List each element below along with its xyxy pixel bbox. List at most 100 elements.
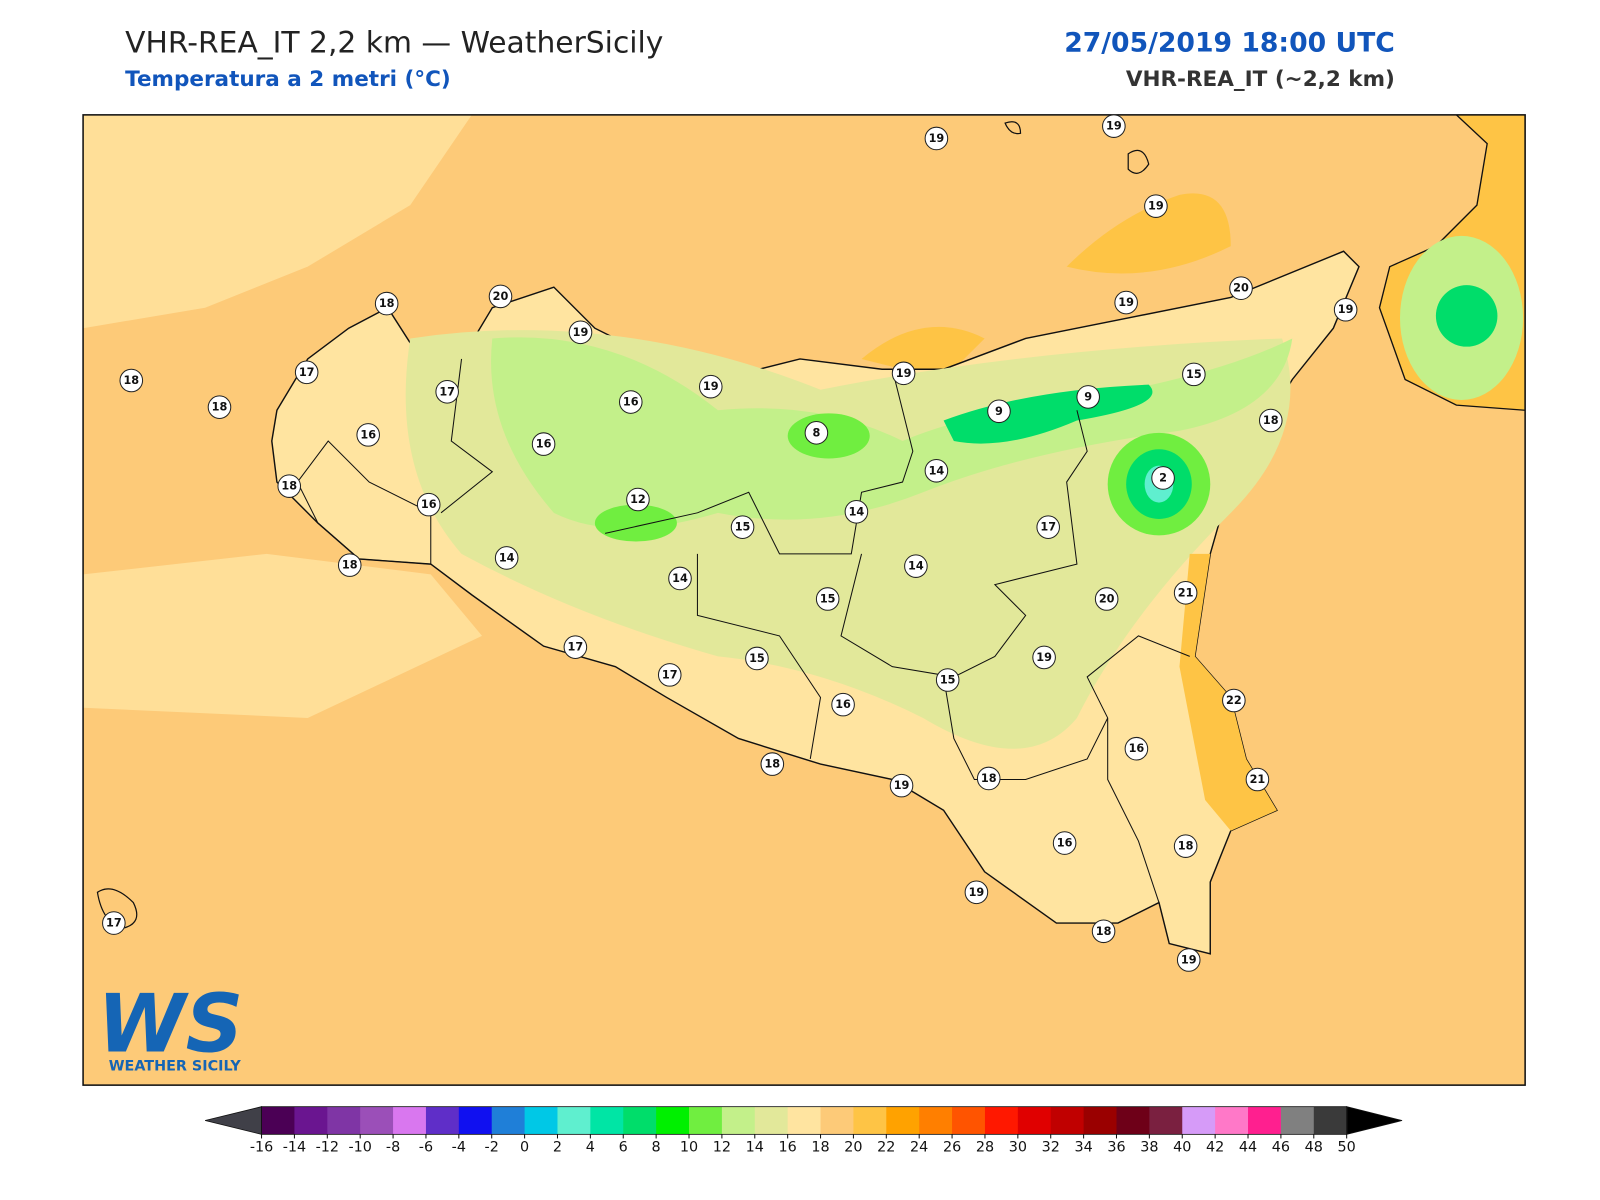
colorbar-tick-label: -16 [250,1140,273,1156]
station-marker [374,291,399,316]
station: 14 [844,500,869,524]
station-marker [889,773,914,798]
station-marker [1229,276,1253,300]
cool-zone [491,337,1293,529]
station: 17 [657,663,682,687]
station: 20 [1094,587,1119,611]
station-marker [207,395,232,419]
map-area: 19 19 19 20 19 19 15 18 9 9 19 8 19 16 19 20 18 17 17 18 18 1… [82,114,1526,1086]
station-marker [964,880,989,905]
logo: WS WEATHER SICILY [97,977,243,1074]
colorbar-tick-label: 44 [1239,1140,1257,1156]
colorbar-tick-label: 32 [1042,1140,1060,1156]
colorbar-tick-label: -6 [419,1140,433,1156]
station: 19 [1333,297,1358,322]
station: 17 [1036,515,1060,539]
station-marker [730,515,755,539]
station-marker [1114,290,1138,315]
colorbar-tick-label: 40 [1173,1140,1191,1156]
colorbar-tick-label: 26 [943,1140,961,1156]
province-border [440,358,1190,903]
colorbar-tick-label: -8 [386,1140,400,1156]
station: 19 [891,361,916,386]
station-value: 16 [360,428,376,441]
colorbar-swatch [754,1106,789,1135]
station-marker [1176,948,1201,972]
station-value: 17 [299,366,315,379]
colorbar-swatch [491,1106,526,1135]
station-marker [831,692,855,717]
colorbar-swatch [689,1106,723,1135]
colorbar-swatch [393,1106,427,1135]
station-marker [804,421,829,445]
colorbar-tick-label: 24 [910,1140,928,1156]
station-value: 16 [536,438,552,451]
station: 15 [935,668,960,692]
colorbar-swatch [1182,1106,1216,1135]
station: 19 [1114,290,1138,315]
station-marker [568,320,593,345]
warm-zone [1066,193,1231,274]
colorbar-swatch [327,1106,361,1135]
station-marker [1076,385,1100,409]
station: 18 [1258,408,1283,433]
colorbar-tick-label: 8 [652,1140,661,1156]
station: 21 [1173,581,1198,605]
station-marker [416,492,441,517]
station-value: 20 [1099,592,1115,605]
subtitle: Temperatura a 2 metri (°C) [125,67,451,92]
station: 19 [964,880,989,905]
colorbar-swatch [1017,1106,1052,1135]
station-value: 17 [1040,521,1056,534]
colorbar-swatch [721,1106,756,1135]
station-value: 17 [568,641,584,654]
station-marker [668,566,692,591]
station-value: 18 [1263,414,1279,427]
station: 19 [698,374,723,399]
station: 17 [294,360,319,385]
station-marker [1151,466,1175,490]
colorbar-tick-label: 34 [1074,1140,1092,1156]
colorbar-swatch [1215,1106,1249,1135]
colorbar-swatch [458,1106,493,1135]
station: 19 [1032,645,1056,670]
colorbar-swatch [984,1106,1019,1135]
logo-mark: WS [97,977,243,1070]
station-marker [1052,831,1077,855]
colorbar-tick-label: 50 [1338,1140,1356,1156]
station: 18 [337,553,362,577]
colorbar-swatch [1313,1106,1348,1135]
station: 14 [904,554,928,578]
station: 15 [745,646,769,671]
colorbar-swatch [1149,1106,1183,1135]
colorbar-tick-label: 10 [680,1140,698,1156]
station-value: 19 [703,380,719,393]
station-value: 9 [995,405,1003,418]
colorbar-swatch [1116,1106,1150,1135]
station-value: 15 [820,592,836,605]
map-frame [82,114,1526,1086]
station: 19 [1144,194,1168,218]
station: 9 [987,399,1011,424]
station-value: 15 [749,652,765,665]
colorbar-tick-label: -12 [316,1140,339,1156]
logo-name: WEATHER SICILY [109,1059,242,1075]
colorbar-swatch [820,1106,854,1135]
station: 22 [1222,688,1246,713]
colorbar-swatch [952,1106,986,1135]
station-value: 18 [981,772,997,785]
colorbar-swatch [1280,1106,1315,1135]
station-marker [745,646,769,671]
station: 9 [1076,385,1100,409]
station-value: 19 [929,132,945,145]
colorbar-swatch [919,1106,953,1135]
station-value: 19 [573,326,589,339]
colorbar-swatch [360,1106,394,1135]
station-marker [1173,581,1198,605]
station: 19 [1102,114,1126,138]
station: 18 [277,474,302,498]
colorbar-swatch [425,1106,460,1135]
station-marker [904,554,928,578]
station-value: 14 [499,551,515,564]
